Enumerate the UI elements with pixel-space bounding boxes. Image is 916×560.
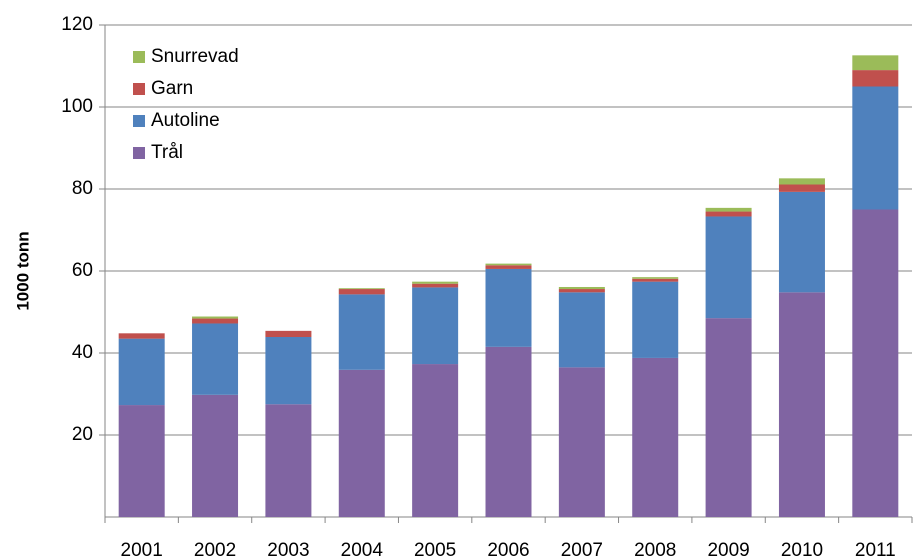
x-tick-label: 2004 [341,540,384,560]
legend-swatch [133,115,145,127]
bar-segment [338,369,385,517]
bar-segment [558,286,605,290]
bar-segment [118,333,165,339]
x-tick-label: 2008 [634,540,676,560]
bar-segment [632,277,679,279]
legend-label: Garn [151,78,193,99]
bar-segment [778,184,825,192]
bar-segment [192,323,239,395]
x-tick-label: 2002 [194,540,236,560]
legend-label: Autoline [151,110,220,131]
bar-segment [778,292,825,517]
bar-segment [265,404,312,517]
bar-segment [558,292,605,368]
bar-segment [338,294,385,370]
legend-swatch [133,83,145,95]
x-tick-label: 2007 [561,540,603,560]
legend-label: Trål [151,142,183,163]
bar-segment [485,346,532,517]
x-tick-label: 2006 [487,540,529,560]
legend-label: Snurrevad [151,46,239,67]
bar-segment [558,289,605,293]
bar-segment [778,191,825,293]
bar-segment [412,281,459,284]
bar-segment [485,268,532,347]
bar-segment [852,209,899,517]
x-tick-label: 2009 [707,540,749,560]
bar-segment [338,288,385,290]
y-tick-label: 60 [72,260,93,281]
x-tick-label: 2010 [781,540,823,560]
x-tick-label: 2003 [267,540,309,560]
bar-segment [852,86,899,210]
y-tick-label: 40 [72,342,93,363]
y-tick-label: 80 [72,178,93,199]
x-tick-label: 2005 [414,540,456,560]
bar-segment [558,367,605,517]
bar-segment [118,338,165,406]
bar-segment [192,316,239,319]
bar-segment [412,287,459,365]
bar-segment [632,357,679,517]
bar-segment [852,70,899,87]
bar-segment [705,207,752,212]
bar-segment [485,265,532,269]
bar-segment [632,281,679,358]
bar-segment [705,211,752,217]
legend-swatch [133,147,145,159]
legend-swatch [133,51,145,63]
y-tick-label: 20 [72,424,93,445]
y-tick-label: 100 [61,96,93,117]
y-axis-label: 1000 tonn [13,231,32,310]
bar-segment [412,364,459,517]
bar-segment [265,330,312,338]
bar-segment [485,263,532,266]
bar-segment [412,283,459,288]
bar-segment [192,394,239,517]
x-tick-label: 2001 [121,540,163,560]
bar-segment [265,337,312,405]
bar-segment [852,55,899,71]
bar-segment [118,405,165,517]
bar-segment [705,216,752,319]
y-tick-label: 120 [61,14,93,35]
x-tick-label: 2011 [855,540,896,560]
bar-segment [705,318,752,517]
bar-segment [338,289,385,295]
bar-segment [778,178,825,185]
bar-segment [192,318,239,324]
bar-segment [632,278,679,282]
